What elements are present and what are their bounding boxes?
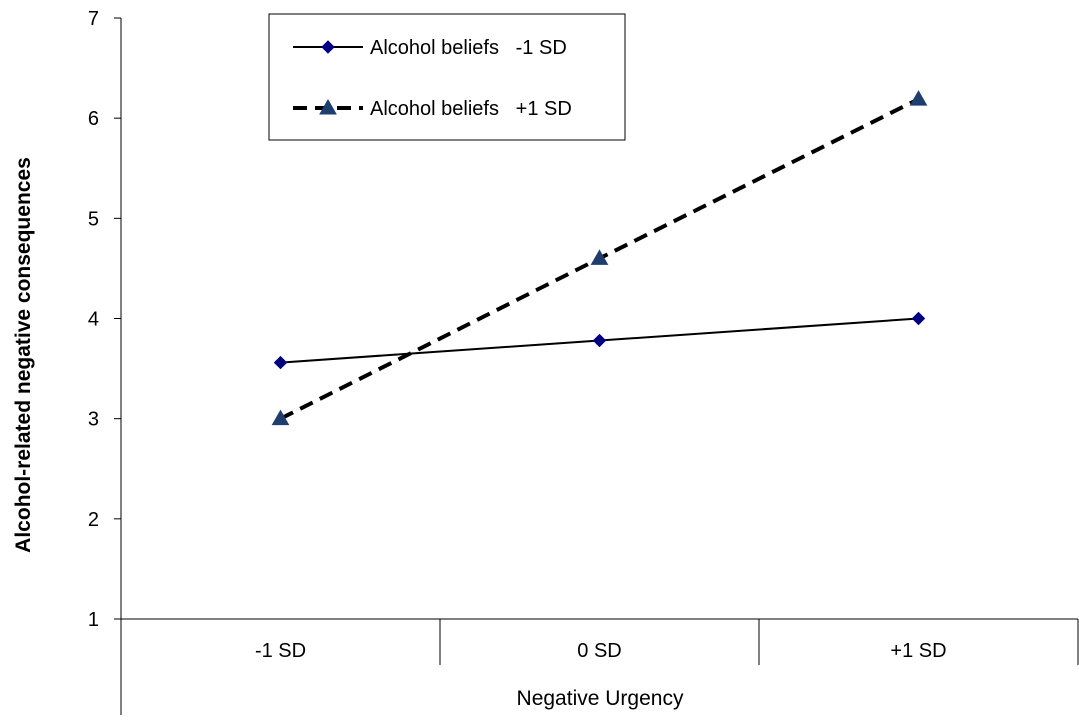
x-axis-categories: -1 SD 0 SD +1 SD	[255, 640, 947, 662]
triangle-marker	[909, 90, 928, 106]
x-tick-label: 0 SD	[577, 640, 621, 662]
y-axis-ticks: 1 2 3 4 5 6 7	[88, 8, 121, 631]
y-tick-label: 7	[88, 8, 99, 30]
y-tick-label: 2	[88, 509, 99, 531]
legend-box	[268, 13, 626, 141]
y-axis-label: Alcohol-related negative consequences	[12, 157, 35, 553]
triangle-marker	[271, 409, 290, 426]
legend: Alcohol beliefs -1 SD Alcohol beliefs +1 …	[268, 13, 626, 141]
axes	[120, 18, 1079, 715]
series-2	[271, 90, 928, 426]
diamond-marker	[592, 333, 607, 348]
legend-label: Alcohol beliefs +1 SD	[370, 98, 572, 120]
legend-entry: Alcohol beliefs -1 SD	[293, 37, 567, 59]
x-tick-label: +1 SD	[890, 640, 946, 662]
y-tick-label: 5	[88, 208, 99, 230]
y-tick-label: 1	[88, 609, 99, 631]
diamond-marker	[273, 355, 288, 370]
legend-entry: Alcohol beliefs +1 SD	[293, 98, 572, 120]
triangle-marker	[319, 98, 337, 115]
triangle-marker	[590, 249, 609, 265]
diamond-marker	[911, 311, 926, 326]
x-tick-label: -1 SD	[255, 640, 306, 662]
y-tick-label: 3	[88, 409, 99, 431]
y-tick-label: 4	[88, 309, 99, 331]
diamond-marker	[321, 40, 335, 54]
series-1	[273, 311, 926, 370]
y-tick-label: 6	[88, 108, 99, 130]
x-axis-label: Negative Urgency	[517, 687, 684, 710]
series-group	[271, 90, 928, 426]
legend-label: Alcohol beliefs -1 SD	[370, 37, 567, 59]
